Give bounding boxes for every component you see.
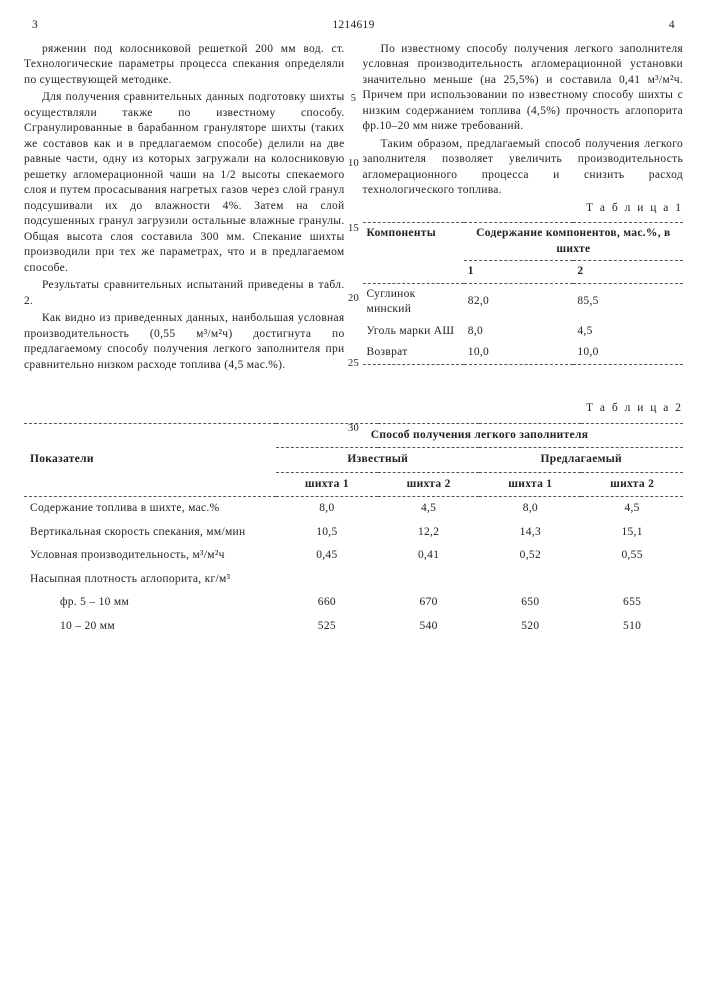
t2-sub: шихта 2 xyxy=(581,472,683,497)
page-left: 3 xyxy=(32,18,38,34)
t2-cell xyxy=(479,568,581,592)
t2-sub: шихта 1 xyxy=(479,472,581,497)
table-2: Показатели Способ получения легкого запо… xyxy=(24,423,683,639)
body-para: По известному способу получения легкого … xyxy=(363,42,684,135)
t2-cell: 0,55 xyxy=(581,544,683,568)
table2-wrapper: Т а б л и ц а 2 Показатели Способ получе… xyxy=(24,401,683,638)
t2-cell: 510 xyxy=(581,615,683,639)
t2-cell: 12,2 xyxy=(378,521,480,545)
page-right: 4 xyxy=(669,18,675,34)
page-header: 3 1214619 4 xyxy=(24,18,683,34)
t2-row-name: Условная производительность, м³/м²ч xyxy=(24,544,276,568)
doc-number: 1214619 xyxy=(332,18,374,34)
t1-head-content: Содержание компонентов, мас.%, в шихте xyxy=(464,223,683,261)
t2-cell: 0,41 xyxy=(378,544,480,568)
t2-cell: 8,0 xyxy=(276,497,378,521)
body-para: Результаты сравнительных испытаний приве… xyxy=(24,278,345,309)
t2-cell: 0,52 xyxy=(479,544,581,568)
t1-cell: 10,0 xyxy=(573,342,683,364)
t2-row-name: фр. 5 – 10 мм xyxy=(24,591,276,615)
line-number: 5 xyxy=(351,92,357,106)
t2-head-method: Способ получения легкого заполнителя xyxy=(276,423,683,448)
t2-cell: 8,0 xyxy=(479,497,581,521)
t2-row-name: Содержание топлива в шихте, мас.% xyxy=(24,497,276,521)
t2-cell: 10,5 xyxy=(276,521,378,545)
t1-cell: 10,0 xyxy=(464,342,574,364)
table-1: Компоненты Содержание компонентов, мас.%… xyxy=(363,222,684,365)
line-number: 20 xyxy=(348,292,359,306)
body-para: Для получения сравнительных данных подго… xyxy=(24,90,345,276)
t2-cell: 4,5 xyxy=(581,497,683,521)
t2-cell: 4,5 xyxy=(378,497,480,521)
t1-cell: 4,5 xyxy=(573,321,683,343)
t1-cell: 82,0 xyxy=(464,283,574,321)
t2-sub: шихта 2 xyxy=(378,472,480,497)
t2-cell: 520 xyxy=(479,615,581,639)
body-para: Таким образом, предлагаемый способ получ… xyxy=(363,137,684,199)
t1-subhead: 2 xyxy=(573,261,683,284)
table2-caption: Т а б л и ц а 2 xyxy=(24,401,683,417)
two-column-text: ряжении под колосниковой решеткой 200 мм… xyxy=(24,42,683,376)
t2-row-name: Вертикальная скорость спекания, мм/мин xyxy=(24,521,276,545)
line-number: 25 xyxy=(348,357,359,371)
t2-cell: 655 xyxy=(581,591,683,615)
t2-cell: 670 xyxy=(378,591,480,615)
t1-row-name: Уголь марки АШ xyxy=(363,321,464,343)
t2-cell: 15,1 xyxy=(581,521,683,545)
t2-cell: 525 xyxy=(276,615,378,639)
t2-row-name: Насыпная плотность аглопорита, кг/м³ xyxy=(24,568,276,592)
body-para: ряжении под колосниковой решеткой 200 мм… xyxy=(24,42,345,89)
t1-row-name: Суглинок минский xyxy=(363,283,464,321)
t2-cell: 660 xyxy=(276,591,378,615)
t2-group-proposed: Предлагаемый xyxy=(479,448,683,473)
t2-group-known: Известный xyxy=(276,448,479,473)
t1-cell: 85,5 xyxy=(573,283,683,321)
t1-head-components: Компоненты xyxy=(363,223,464,284)
t2-head-indicator: Показатели xyxy=(24,423,276,497)
t2-cell: 650 xyxy=(479,591,581,615)
line-number: 30 xyxy=(348,422,359,436)
line-number: 15 xyxy=(348,222,359,236)
t2-cell xyxy=(276,568,378,592)
t2-cell: 0,45 xyxy=(276,544,378,568)
line-number: 10 xyxy=(348,157,359,171)
t2-row-name: 10 – 20 мм xyxy=(24,615,276,639)
t2-cell: 540 xyxy=(378,615,480,639)
left-column: ряжении под колосниковой решеткой 200 мм… xyxy=(24,42,345,376)
right-column: По известному способу получения легкого … xyxy=(363,42,684,376)
t2-cell xyxy=(378,568,480,592)
body-para: Как видно из приведенных данных, наиболь… xyxy=(24,311,345,373)
t2-cell xyxy=(581,568,683,592)
t1-row-name: Возврат xyxy=(363,342,464,364)
table1-caption: Т а б л и ц а 1 xyxy=(363,201,684,217)
t1-subhead: 1 xyxy=(464,261,574,284)
t2-sub: шихта 1 xyxy=(276,472,378,497)
t2-cell: 14,3 xyxy=(479,521,581,545)
t1-cell: 8,0 xyxy=(464,321,574,343)
